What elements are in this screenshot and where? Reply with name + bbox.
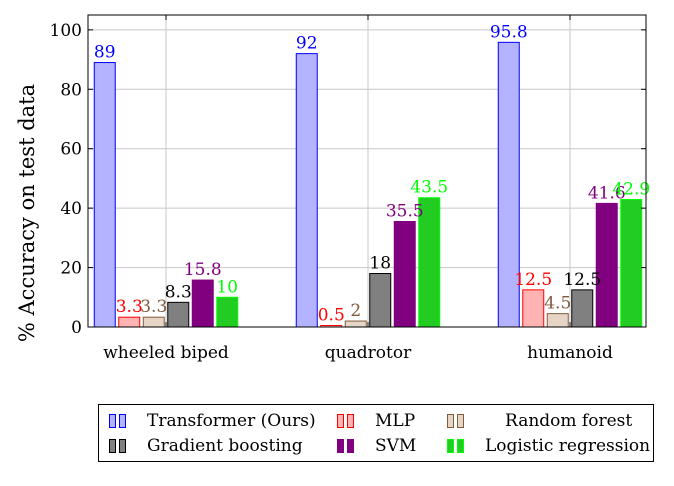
bar-value-label: 43.5 xyxy=(410,178,448,198)
plot-frame xyxy=(87,14,647,328)
bar-value-label: 89 xyxy=(94,43,116,63)
legend-swatch-logistic-regression xyxy=(445,439,467,453)
bar xyxy=(595,202,618,328)
legend-item-transformer: Transformer (Ours) xyxy=(107,411,316,431)
bar-value-label: 92 xyxy=(296,34,318,54)
bars xyxy=(93,41,643,328)
legend-label-mlp: MLP xyxy=(375,411,416,431)
legend: Transformer (Ours) MLP Random forest Gra… xyxy=(98,404,654,462)
y-axis-label: % Accuracy on test data xyxy=(15,84,39,342)
legend-label-svm: SVM xyxy=(375,436,417,456)
bar-value-label: 18 xyxy=(369,254,391,274)
bar-value-label: 35.5 xyxy=(386,202,424,222)
legend-swatch-gradient-boosting xyxy=(107,439,129,453)
bar-value-label: 12.5 xyxy=(514,270,552,290)
bar xyxy=(216,296,239,328)
bar xyxy=(571,289,594,328)
legend-label-transformer: Transformer (Ours) xyxy=(147,411,316,431)
bar xyxy=(369,273,392,328)
bar-value-label: 2 xyxy=(350,301,361,321)
bar-value-label: 3.3 xyxy=(140,297,167,317)
bar xyxy=(393,221,416,328)
bar xyxy=(344,320,367,328)
legend-item-mlp: MLP xyxy=(335,411,415,431)
y-tick-label: 0 xyxy=(71,318,82,338)
bar-value-label: 41.6 xyxy=(588,183,626,203)
legend-swatch-mlp xyxy=(335,414,357,428)
y-axis-ticks: 0 20 40 60 80 100 xyxy=(50,21,646,338)
bar xyxy=(295,53,318,328)
bar xyxy=(167,301,190,328)
bar xyxy=(546,313,569,328)
bar-value-label: 10 xyxy=(216,277,238,297)
bar-value-label: 3.3 xyxy=(116,297,143,317)
y-tick-label: 80 xyxy=(60,80,82,100)
bar xyxy=(142,316,165,328)
bar-value-label: 4.5 xyxy=(544,294,571,314)
bar-value-label: 95.8 xyxy=(490,22,528,42)
bar-value-label: 12.5 xyxy=(563,270,601,290)
legend-swatch-random-forest xyxy=(445,414,467,428)
bar-value-label: 15.8 xyxy=(184,260,222,280)
legend-item-gradient-boosting: Gradient boosting xyxy=(107,436,303,456)
legend-item-random-forest: Random forest xyxy=(445,411,632,431)
legend-swatch-svm xyxy=(335,439,357,453)
y-tick-label: 40 xyxy=(60,199,82,219)
bar xyxy=(118,316,141,328)
bar xyxy=(191,279,214,328)
bar-value-label: 8.3 xyxy=(165,282,192,302)
x-axis-ticks: wheeled biped quadrotor humanoid xyxy=(103,15,613,363)
bar-value-label: 0.5 xyxy=(318,306,345,326)
legend-swatch-transformer xyxy=(107,414,129,428)
gridlines xyxy=(88,15,646,328)
legend-label-gradient-boosting: Gradient boosting xyxy=(147,436,303,456)
x-tick-label: quadrotor xyxy=(325,343,412,363)
value-labels: 89 92 95.8 3.3 0.5 12.5 3.3 2 4.5 8.3 18 12.5 15.8 35… xyxy=(94,22,650,325)
x-tick-label: humanoid xyxy=(527,343,613,363)
bar xyxy=(620,199,643,328)
y-tick-label: 100 xyxy=(50,21,82,41)
bar-value-label: 42.9 xyxy=(612,180,650,200)
bar xyxy=(522,289,545,328)
legend-label-random-forest: Random forest xyxy=(505,411,633,431)
legend-item-logistic-regression: Logistic regression xyxy=(445,436,650,456)
bar xyxy=(93,62,116,328)
legend-item-svm: SVM xyxy=(335,436,416,456)
y-tick-label: 60 xyxy=(60,140,82,160)
legend-label-logistic-regression: Logistic regression xyxy=(485,436,651,456)
x-tick-label: wheeled biped xyxy=(103,343,229,363)
y-tick-label: 20 xyxy=(60,259,82,279)
